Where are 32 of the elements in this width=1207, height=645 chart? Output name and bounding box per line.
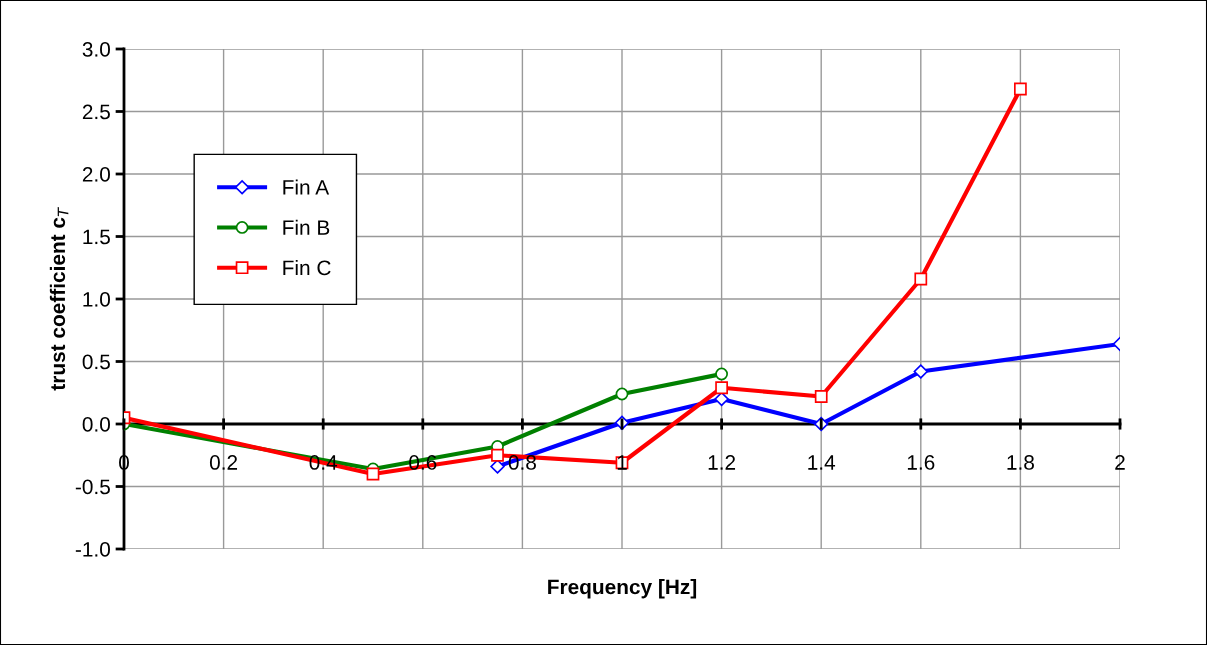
- legend-label: Fin A: [283, 179, 330, 195]
- x-tick-label: 2: [1115, 455, 1125, 470]
- point: [913, 364, 929, 379]
- x-tick-label: 1.4: [808, 455, 836, 470]
- point: [1014, 82, 1027, 96]
- point: [715, 381, 728, 395]
- x-tick-label: 1: [617, 455, 627, 470]
- y-tick-label: 1.0: [83, 292, 110, 307]
- y-tick-label: 2.0: [82, 167, 110, 182]
- x-tick-label: 1.6: [907, 455, 935, 470]
- point: [366, 467, 380, 481]
- y-tick-label: 1.5: [83, 229, 110, 245]
- point: [615, 387, 629, 401]
- y-axis-title: trust coefficient c$_{T}$: [49, 206, 69, 391]
- point: [490, 459, 505, 474]
- point: [491, 448, 504, 462]
- x-axis-title: Frequency [Hz]: [548, 579, 697, 599]
- x-tick-label: 0.6: [409, 455, 437, 470]
- x-tick-label: 1.2: [708, 455, 736, 470]
- y-tick-label: 2.5: [82, 104, 110, 120]
- y-tick-label: 0.5: [82, 354, 110, 370]
- point: [814, 390, 828, 403]
- x-tick-label: 0.2: [209, 455, 238, 470]
- point: [914, 272, 928, 286]
- point: [715, 367, 728, 381]
- y-tick-label: 0.0: [82, 417, 110, 432]
- y-tick-label: -0.5: [75, 479, 110, 495]
- x-tick-label: 1.8: [1007, 455, 1034, 470]
- legend-label: Fin B: [283, 219, 330, 235]
- y-tick-label: 3.0: [82, 42, 110, 57]
- y-tick-label: -1.0: [75, 542, 110, 557]
- legend-label: Fin C: [283, 259, 331, 276]
